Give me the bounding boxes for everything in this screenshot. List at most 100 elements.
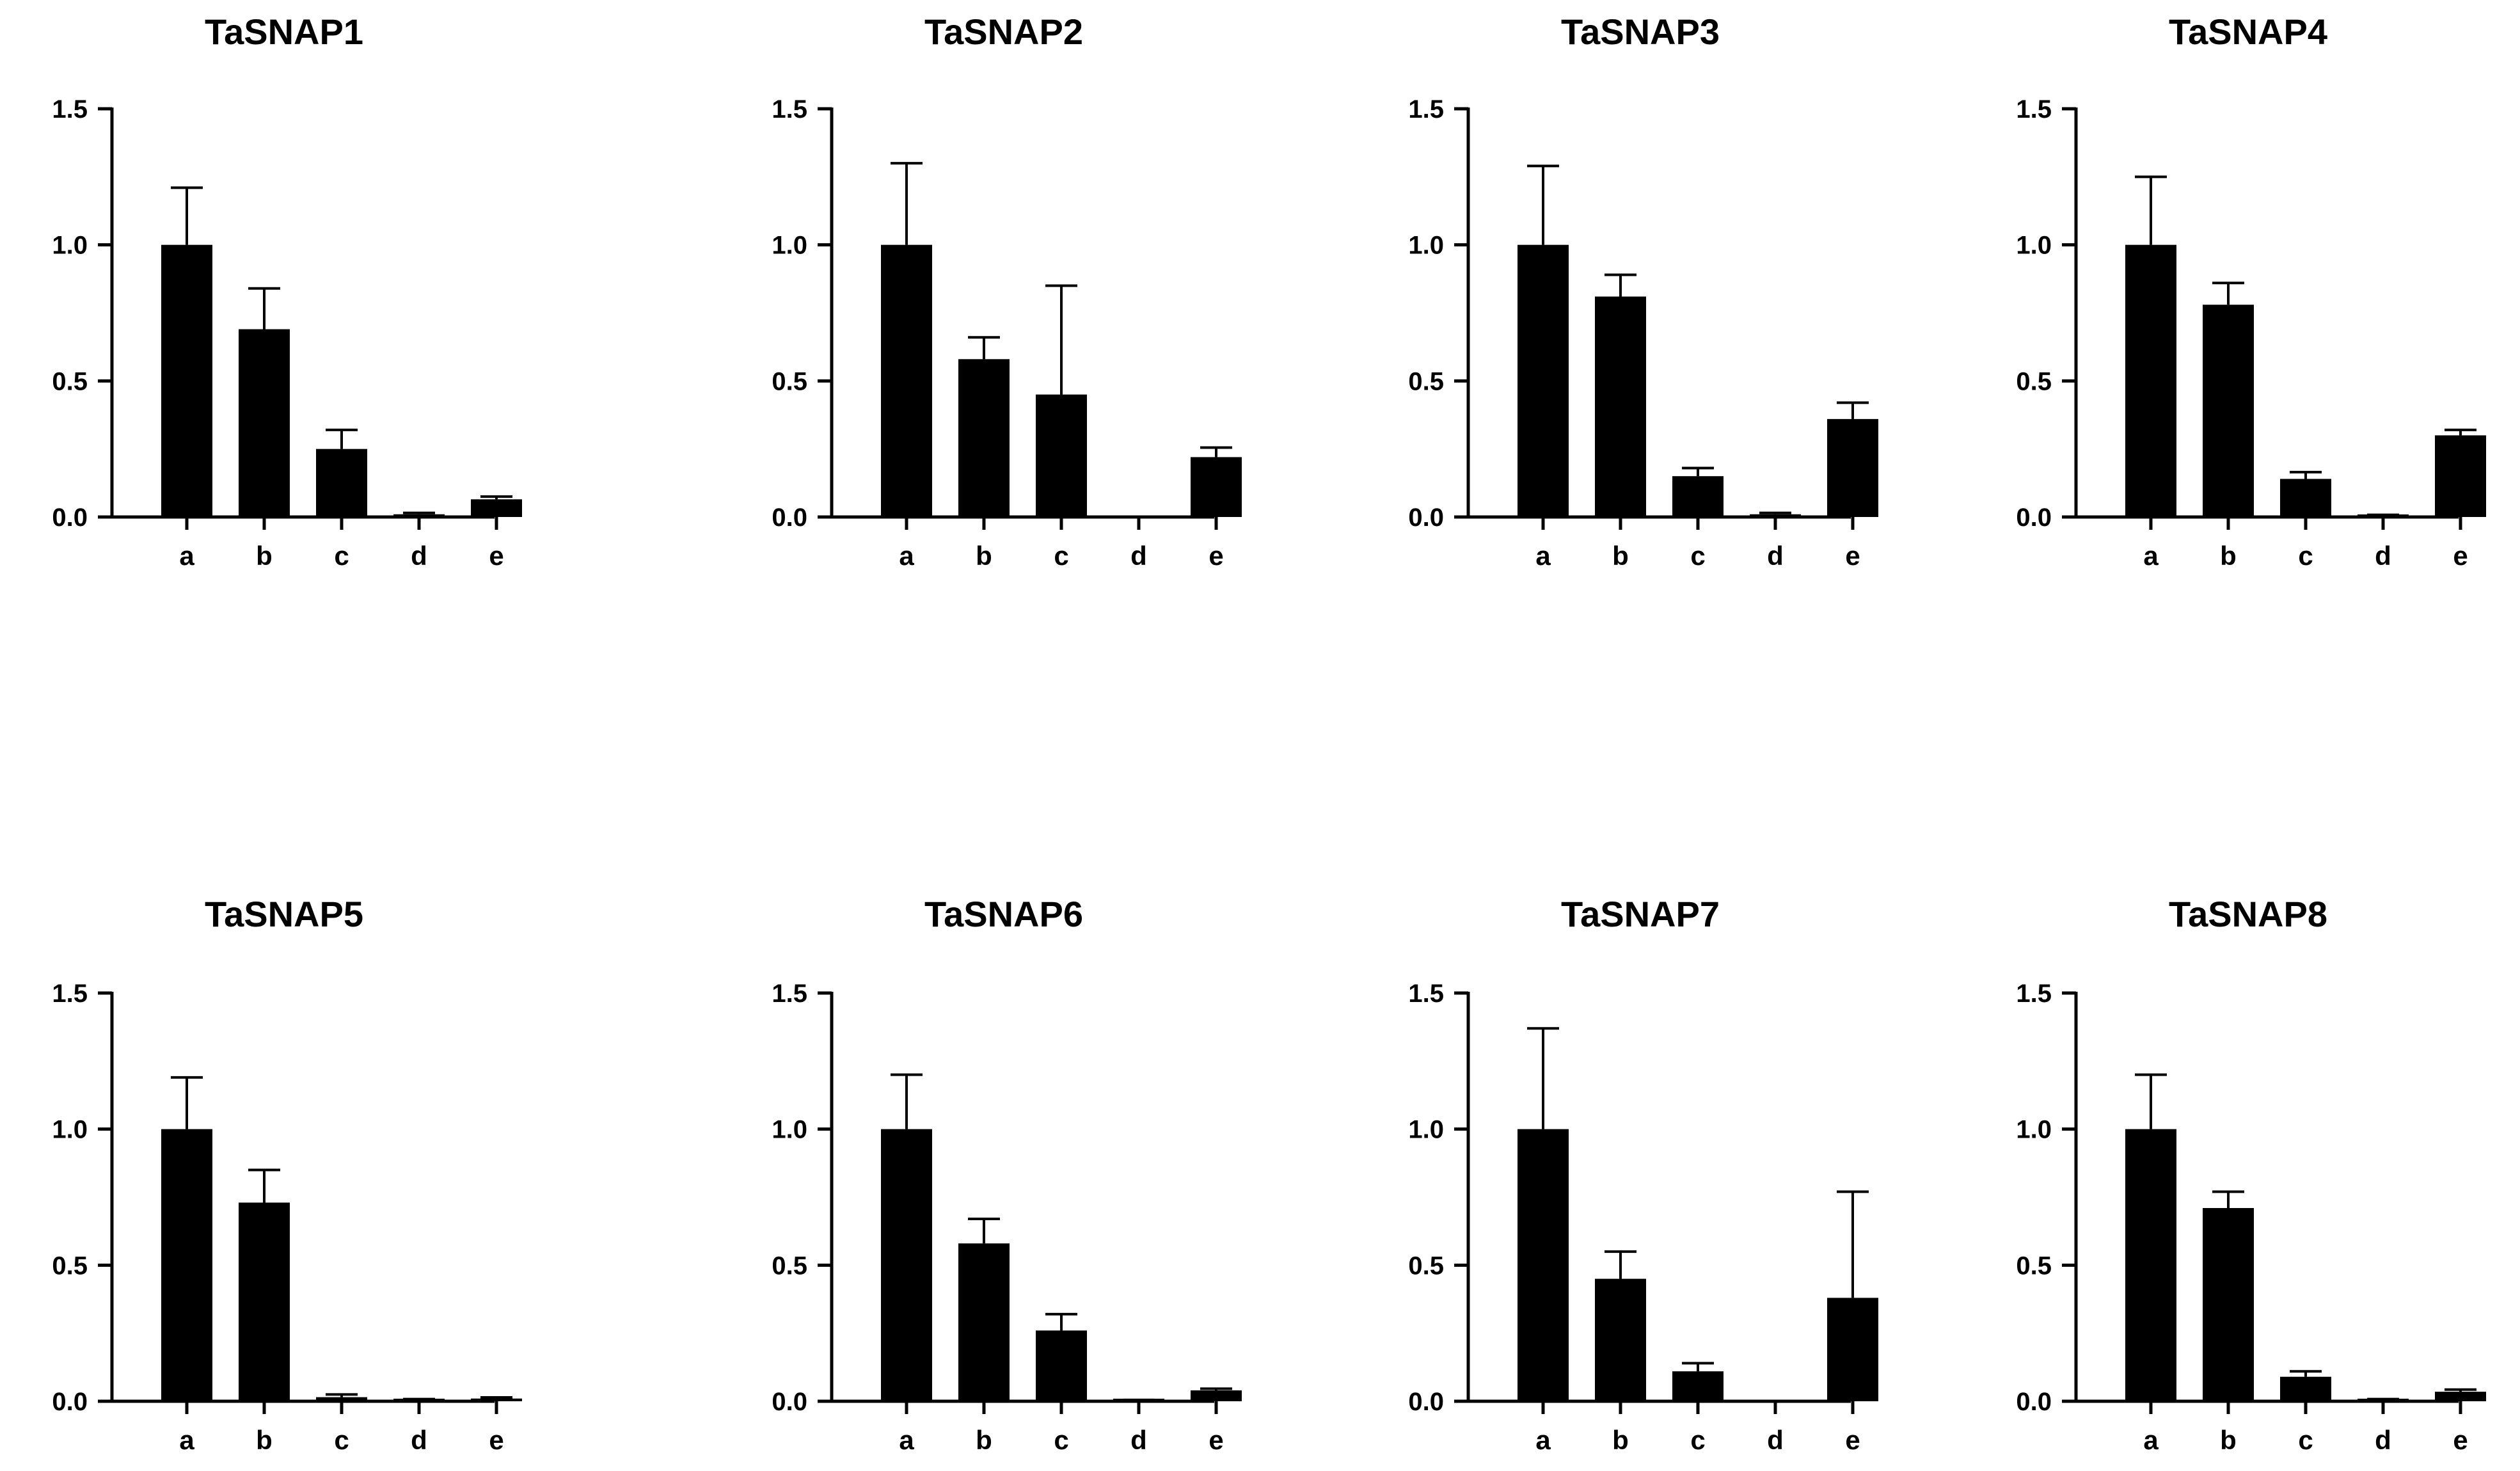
x-tick-label-e: e	[1845, 1425, 1860, 1455]
bar-c	[1036, 394, 1087, 517]
x-tick-label-a: a	[1535, 1425, 1551, 1455]
x-tick-label-d: d	[1767, 541, 1784, 571]
x-tick-label-c: c	[1054, 1425, 1068, 1455]
chart-title: TaSNAP5	[205, 894, 363, 934]
x-tick-label-b: b	[2220, 541, 2237, 571]
y-tick-label: 0.0	[772, 504, 807, 532]
x-tick-label-d: d	[2375, 1425, 2391, 1455]
y-tick-label: 0.5	[2016, 367, 2052, 395]
x-tick-label-e: e	[1845, 541, 1860, 571]
chart-title: TaSNAP1	[205, 12, 363, 52]
x-tick-label-d: d	[2375, 541, 2391, 571]
y-tick-label: 1.0	[52, 232, 88, 260]
x-tick-label-e: e	[1208, 541, 1223, 571]
bar-b	[1595, 1278, 1646, 1401]
x-tick-label-e: e	[489, 1425, 503, 1455]
x-tick-label-d: d	[1767, 1425, 1784, 1455]
bar-c	[2280, 479, 2331, 517]
bar-b	[958, 359, 1010, 517]
chart-panel-6: TaSNAP6 0.0 0.5 1.0 1.5 a b c d e	[772, 894, 1242, 1455]
bar-c	[316, 449, 367, 517]
y-tick-label: 1.5	[2016, 980, 2052, 1008]
x-tick-label-b: b	[976, 1425, 992, 1455]
x-tick-label-b: b	[976, 541, 992, 571]
x-tick-label-a: a	[899, 541, 914, 571]
y-tick-label: 0.5	[52, 367, 88, 395]
bar-a	[2125, 244, 2176, 517]
y-tick-label: 0.5	[772, 367, 807, 395]
x-tick-label-b: b	[256, 1425, 273, 1455]
bar-a	[881, 1129, 932, 1401]
y-tick-label: 0.5	[2016, 1252, 2052, 1280]
chart-panel-7: TaSNAP7 0.0 0.5 1.0 1.5 a b c d e	[1408, 894, 1878, 1455]
bar-e	[1827, 418, 1878, 517]
bar-c	[1672, 1371, 1724, 1401]
x-tick-label-b: b	[1612, 541, 1629, 571]
x-tick-label-a: a	[2143, 1425, 2159, 1455]
chart-title: TaSNAP7	[1561, 894, 1720, 934]
y-tick-label: 1.5	[2016, 95, 2052, 123]
chart-title: TaSNAP4	[2169, 12, 2327, 52]
y-tick-label: 0.0	[1408, 1388, 1444, 1416]
y-tick-label: 1.0	[1408, 1116, 1444, 1144]
x-tick-label-d: d	[411, 541, 427, 571]
bar-b	[958, 1243, 1010, 1401]
bar-c	[2280, 1376, 2331, 1401]
y-tick-label: 0.0	[2016, 1388, 2052, 1416]
x-tick-label-a: a	[2143, 541, 2159, 571]
bar-a	[1518, 244, 1569, 517]
x-tick-label-d: d	[411, 1425, 427, 1455]
y-tick-label: 1.5	[772, 95, 807, 123]
chart-title: TaSNAP3	[1561, 12, 1720, 52]
bar-c	[1036, 1330, 1087, 1401]
x-tick-label-e: e	[489, 541, 503, 571]
bar-e	[471, 1398, 522, 1401]
x-tick-label-d: d	[1130, 1425, 1147, 1455]
chart-panel-1: TaSNAP1 0.0 0.5 1.0 1.5 a b c d e	[52, 12, 522, 571]
x-tick-label-a: a	[1535, 541, 1551, 571]
chart-title: TaSNAP2	[924, 12, 1083, 52]
y-tick-label: 1.0	[772, 232, 807, 260]
y-tick-label: 1.5	[52, 95, 88, 123]
x-tick-label-c: c	[2298, 541, 2313, 571]
bar-b	[2203, 305, 2254, 517]
bar-e	[471, 499, 522, 517]
y-tick-label: 1.5	[1408, 95, 1444, 123]
bar-d	[1750, 514, 1801, 517]
chart-panel-2: TaSNAP2 0.0 0.5 1.0 1.5 a b c d e	[772, 12, 1242, 571]
bar-b	[239, 1202, 290, 1401]
x-tick-label-a: a	[899, 1425, 914, 1455]
y-tick-label: 1.5	[52, 980, 88, 1008]
y-tick-label: 1.0	[2016, 232, 2052, 260]
bar-e	[1191, 457, 1242, 517]
x-tick-label-c: c	[1054, 541, 1068, 571]
chart-panel-5: TaSNAP5 0.0 0.5 1.0 1.5 a b c d e	[52, 894, 522, 1455]
y-tick-label: 1.0	[52, 1116, 88, 1144]
x-tick-label-d: d	[1130, 541, 1147, 571]
bar-c	[1672, 476, 1724, 517]
x-tick-label-c: c	[1690, 1425, 1705, 1455]
x-tick-label-c: c	[1690, 541, 1705, 571]
chart-panel-8: TaSNAP8 0.0 0.5 1.0 1.5 a b c d e	[2016, 894, 2486, 1455]
bar-c	[316, 1397, 367, 1401]
y-tick-label: 1.5	[772, 980, 807, 1008]
chart-panel-4: TaSNAP4 0.0 0.5 1.0 1.5 a b c d e	[2016, 12, 2486, 571]
x-tick-label-b: b	[256, 541, 273, 571]
bar-a	[1518, 1129, 1569, 1401]
x-tick-label-c: c	[334, 541, 349, 571]
y-tick-label: 0.0	[772, 1388, 807, 1416]
chart-title: TaSNAP8	[2169, 894, 2327, 934]
x-tick-label-e: e	[2453, 1425, 2468, 1455]
y-tick-label: 0.5	[1408, 367, 1444, 395]
chart-title: TaSNAP6	[924, 894, 1083, 934]
x-tick-label-b: b	[1612, 1425, 1629, 1455]
bar-a	[161, 244, 212, 517]
bar-e	[2435, 1392, 2486, 1401]
y-tick-label: 0.0	[52, 1388, 88, 1416]
x-tick-label-c: c	[334, 1425, 349, 1455]
chart-panel-3: TaSNAP3 0.0 0.5 1.0 1.5 a b c d e	[1408, 12, 1878, 571]
x-tick-label-e: e	[1208, 1425, 1223, 1455]
x-tick-label-b: b	[2220, 1425, 2237, 1455]
y-tick-label: 0.5	[1408, 1252, 1444, 1280]
